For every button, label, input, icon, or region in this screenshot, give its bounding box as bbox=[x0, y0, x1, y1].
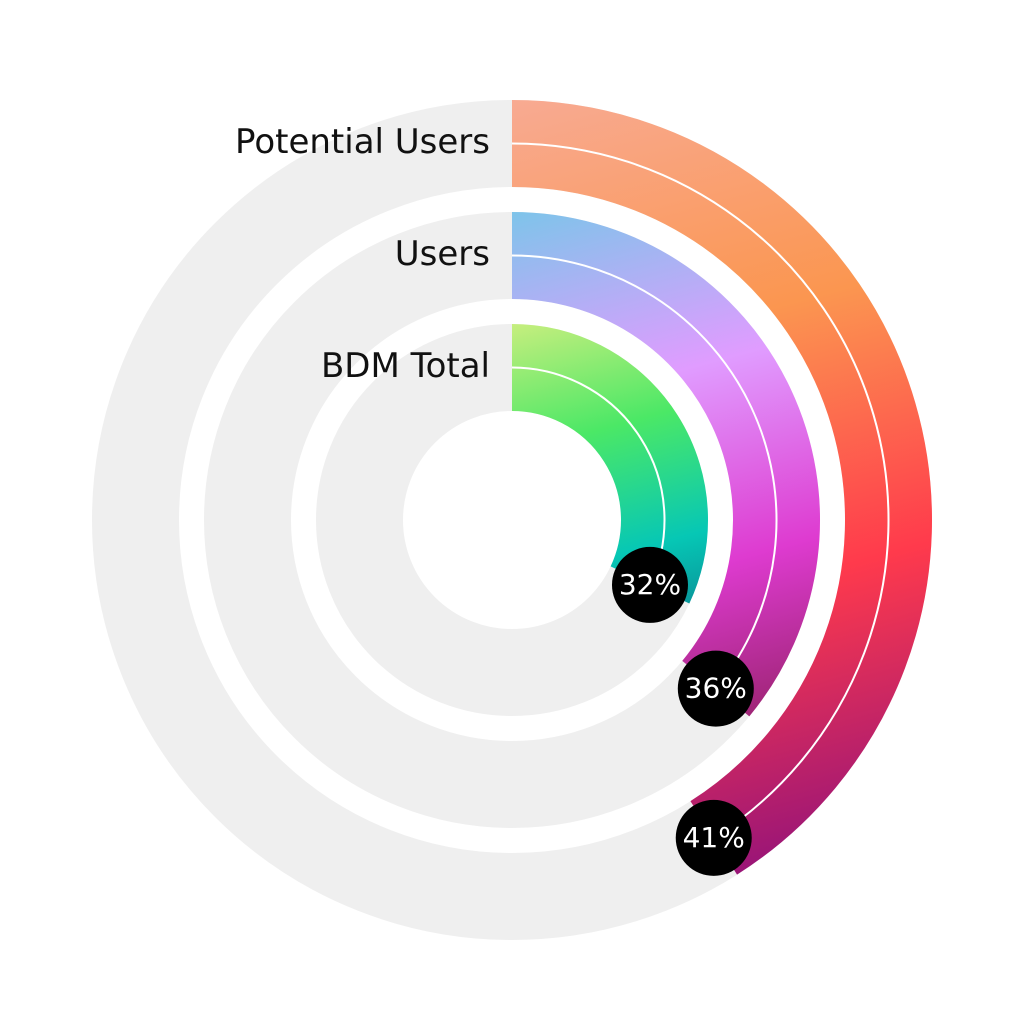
value-label: 41% bbox=[683, 821, 745, 854]
value-badge bbox=[611, 546, 688, 623]
category-label: Users bbox=[395, 234, 490, 274]
value-badge bbox=[677, 650, 754, 727]
bar-center-line bbox=[511, 254, 778, 690]
value-label: 36% bbox=[685, 672, 747, 705]
category-label: BDM Total bbox=[321, 346, 490, 386]
category-label: Potential Users bbox=[235, 122, 490, 162]
bar-center-line bbox=[511, 366, 666, 586]
value-label: 32% bbox=[619, 568, 681, 601]
bar-center-line bbox=[511, 142, 890, 839]
value-badge bbox=[675, 799, 752, 876]
